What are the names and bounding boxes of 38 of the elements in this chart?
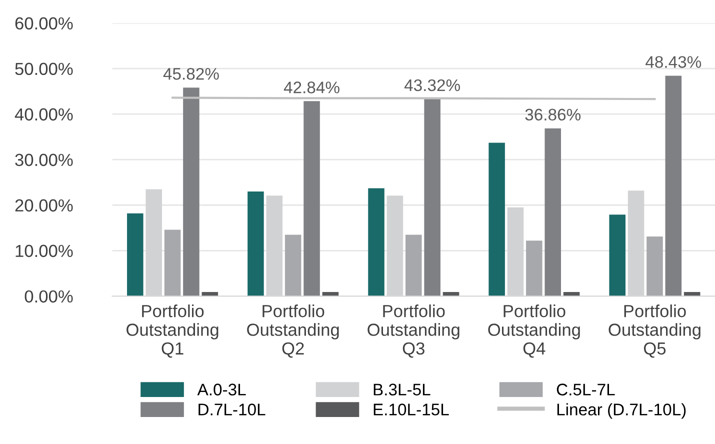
data-label: 45.82% (163, 68, 219, 80)
bar (368, 188, 384, 296)
bar (526, 240, 542, 296)
bar (665, 76, 682, 296)
data-label: 42.84% (284, 82, 340, 94)
bar (488, 142, 505, 296)
bar (127, 213, 144, 296)
legend-label: C.5L-7L (556, 384, 615, 396)
x-tick-label: Portfolio Outstanding Q4 (488, 304, 580, 358)
bar (284, 234, 302, 296)
y-tick-label: 40.00% (14, 108, 73, 121)
legend-label: Linear (D.7L-10L) (557, 403, 686, 419)
bar (646, 236, 663, 296)
data-label: 43.32% (404, 79, 460, 92)
data-label: 48.43% (646, 56, 702, 68)
legend-label: B.3L-5L (374, 384, 430, 396)
legend-label: E.10L-15L (374, 404, 449, 416)
y-tick-label: 0.00% (24, 290, 73, 303)
bar (405, 234, 422, 296)
bar (248, 191, 264, 296)
y-tick-label: 60.00% (15, 17, 73, 30)
x-tick-label: Portfolio Outstanding Q3 (368, 304, 460, 358)
x-tick-label: Portfolio Outstanding Q5 (608, 304, 700, 358)
x-tick-label: Portfolio Outstanding Q1 (126, 304, 218, 358)
legend-label: D.7L-10L (198, 404, 266, 416)
bar (544, 128, 561, 296)
x-tick-label: Portfolio Outstanding Q2 (247, 304, 339, 358)
bar (609, 214, 626, 296)
y-tick-label: 50.00% (15, 62, 73, 76)
y-tick-label: 20.00% (15, 199, 73, 212)
bar (183, 88, 200, 296)
data-label: 36.86% (525, 108, 581, 121)
bar (424, 99, 440, 296)
bar (164, 230, 181, 296)
legend-label: A.0-3L (197, 384, 246, 396)
y-tick-label: 10.00% (16, 244, 73, 258)
bar (304, 101, 320, 296)
y-tick-label: 30.00% (15, 154, 73, 166)
